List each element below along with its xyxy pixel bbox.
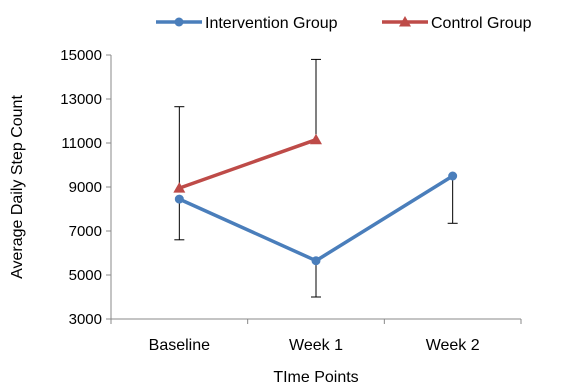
y-axis: 3000 5000 7000 9000 11000 13000 15000	[60, 47, 112, 328]
y-tick-label: 11000	[61, 135, 102, 152]
legend-item: Control Group	[382, 15, 532, 32]
series-line	[178, 174, 454, 263]
y-tick-label: 3000	[69, 311, 102, 328]
series-group	[173, 133, 322, 193]
series-marker	[310, 133, 322, 145]
y-axis-title: Average Daily Step Count	[9, 95, 26, 279]
series-marker	[174, 17, 184, 27]
series-marker	[173, 182, 186, 193]
y-tick-label: 7000	[69, 223, 102, 240]
y-tick-label: 15000	[60, 47, 102, 64]
x-tick-label: Week 1	[289, 337, 343, 354]
series-layer	[173, 133, 458, 266]
x-axis: Baseline Week 1 Week 2	[110, 318, 522, 354]
error-bars	[174, 58, 458, 298]
series-marker	[399, 16, 411, 27]
x-axis-title: TIme Points	[273, 369, 358, 385]
x-tick-label: Baseline	[149, 337, 210, 354]
x-tick-label: Week 2	[426, 337, 480, 354]
y-tick-label: 9000	[69, 179, 102, 196]
legend: Intervention Group Control Group	[156, 15, 532, 32]
legend-item: Intervention Group	[156, 15, 338, 32]
series-line	[178, 138, 317, 190]
series-group	[174, 171, 458, 266]
legend-label: Intervention Group	[205, 15, 338, 32]
series-marker	[448, 171, 458, 181]
legend-label: Control Group	[431, 15, 532, 32]
series-marker	[311, 256, 321, 266]
series-marker	[174, 194, 184, 204]
y-tick-label: 5000	[69, 267, 102, 284]
y-tick-label: 13000	[60, 91, 102, 108]
